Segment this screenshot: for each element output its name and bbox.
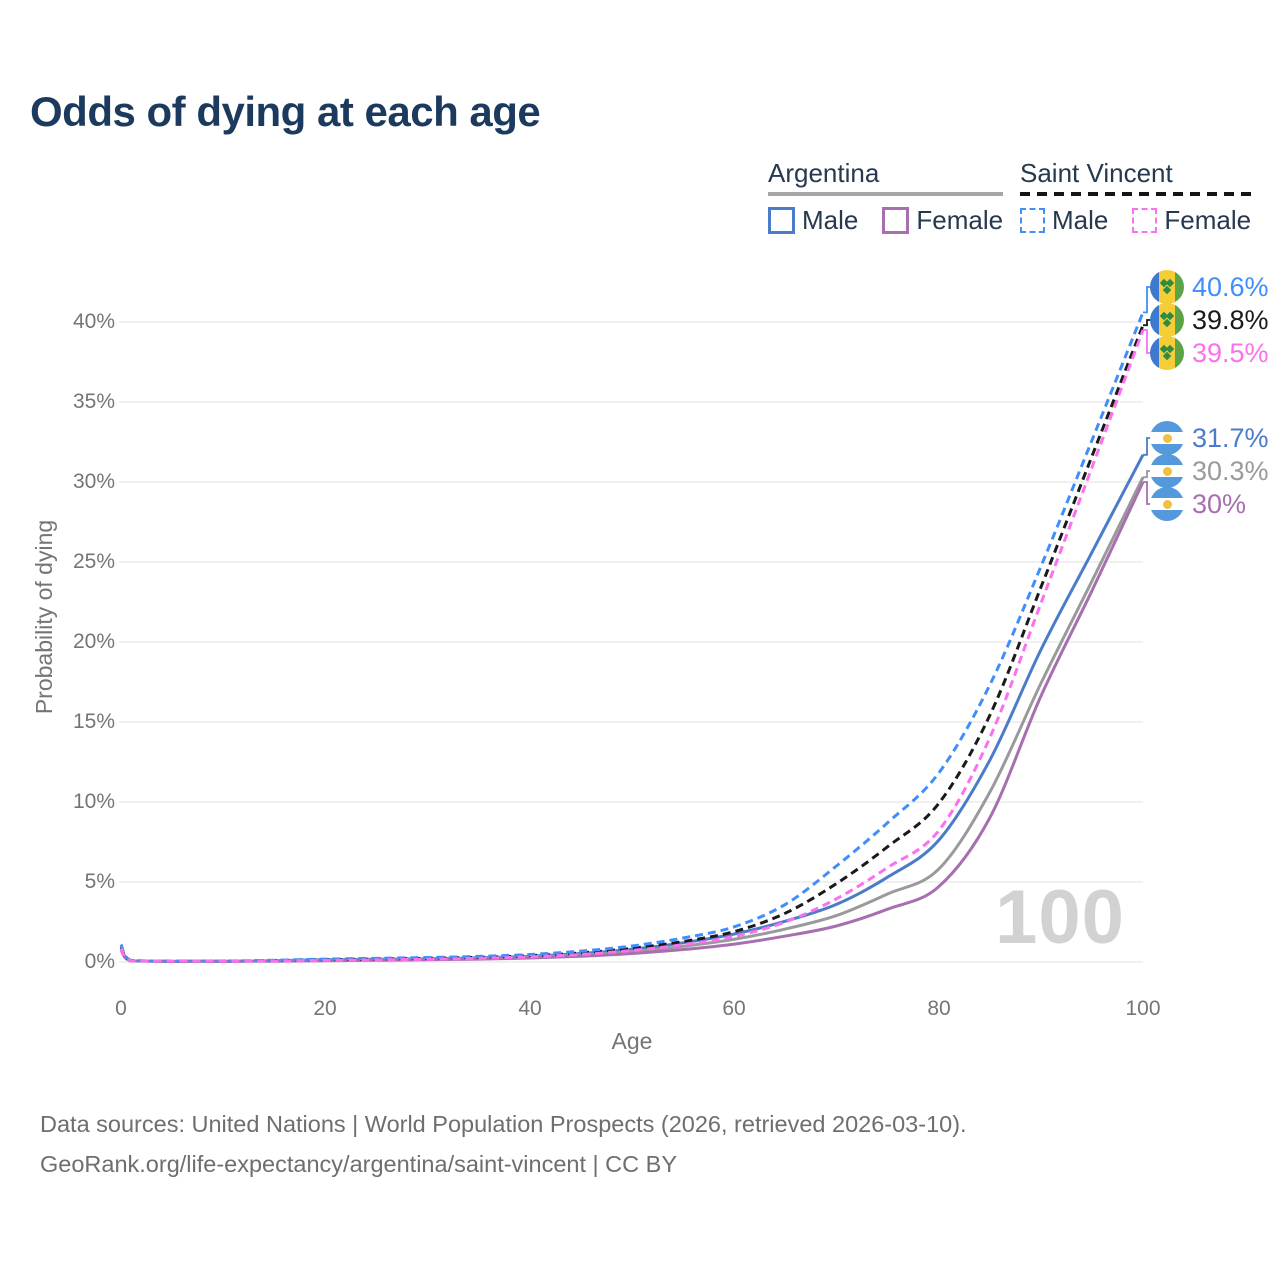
- saint-vincent-flag-icon: [1150, 336, 1184, 370]
- end-label-saint-vincent-female: 39.5%: [1150, 336, 1269, 370]
- flag-stripe: [1150, 444, 1184, 455]
- y-tick-label: 25%: [72, 550, 115, 573]
- argentina-female-swatch-icon: [882, 207, 910, 234]
- footer-data-sources: Data sources: United Nations | World Pop…: [40, 1111, 967, 1137]
- end-value: 30.3%: [1192, 455, 1269, 486]
- legend-group-saint-vincent: Saint Vincent Male Female: [1020, 158, 1252, 236]
- flag-stripe: [1150, 487, 1184, 498]
- y-tick-label: 35%: [72, 390, 115, 413]
- x-tick-label: 60: [722, 997, 746, 1020]
- flag-stripe: [1150, 303, 1159, 337]
- flag-sun: [1162, 466, 1172, 476]
- y-tick-label: 40%: [72, 310, 115, 333]
- x-axis-title: Age: [611, 1028, 653, 1054]
- end-value: 39.5%: [1192, 337, 1269, 368]
- end-value: 39.8%: [1192, 304, 1269, 335]
- y-tick-label: 15%: [72, 710, 115, 733]
- legend-item-argentina-female[interactable]: Female: [882, 205, 1003, 236]
- end-value: 30%: [1192, 488, 1247, 519]
- saint-vincent-flag-icon: [1150, 270, 1184, 304]
- flag-stripe: [1150, 421, 1184, 432]
- flag-sun: [1162, 499, 1172, 509]
- chart-title: Odds of dying at each age: [30, 88, 541, 135]
- series-line-saint-vincent-female: [119, 329, 1145, 963]
- legend-item-label: Female: [1164, 205, 1252, 235]
- legend-item-argentina-male[interactable]: Male: [768, 205, 858, 236]
- end-label-argentina-male: 31.7%: [1150, 421, 1269, 455]
- flag-stripe: [1175, 303, 1184, 337]
- legend-underline-solid: [768, 192, 1004, 196]
- flag-stripe: [1150, 510, 1184, 521]
- legend-item-label: Male: [802, 205, 859, 235]
- end-label-argentina-both: 30.3%: [1150, 454, 1269, 488]
- footer: Data sources: United Nations | World Pop…: [40, 1104, 967, 1184]
- argentina-flag-icon: [1150, 454, 1184, 488]
- legend-item-saint-vincent-female[interactable]: Female: [1132, 205, 1251, 236]
- argentina-flag-icon: [1150, 421, 1184, 455]
- x-tick-label: 20: [313, 997, 337, 1020]
- argentina-male-swatch-icon: [768, 207, 795, 234]
- legend-underline-dashed: [1020, 192, 1252, 196]
- y-tick-label: 20%: [72, 630, 115, 653]
- legend-item-label: Female: [916, 205, 1004, 235]
- end-label-saint-vincent-both: 39.8%: [1150, 303, 1269, 337]
- flag-stripe: [1150, 336, 1159, 370]
- saint-vincent-female-swatch-icon: [1132, 208, 1158, 233]
- flag-stripe: [1150, 477, 1184, 488]
- y-tick-label: 10%: [72, 790, 115, 813]
- end-value: 31.7%: [1192, 422, 1269, 453]
- legend-item-saint-vincent-male[interactable]: Male: [1020, 205, 1108, 236]
- end-label-saint-vincent-male: 40.6%: [1150, 270, 1269, 304]
- flag-stripe: [1150, 270, 1159, 304]
- legend-title-argentina: Argentina: [768, 158, 880, 188]
- end-label-argentina-female: 30%: [1150, 487, 1246, 521]
- argentina-flag-icon: [1150, 487, 1184, 521]
- legend-item-label: Male: [1052, 205, 1109, 235]
- x-tick-label: 0: [115, 997, 127, 1020]
- y-axis-title: Probability of dying: [31, 519, 57, 715]
- flag-stripe: [1175, 336, 1184, 370]
- saint-vincent-male-swatch-icon: [1020, 208, 1045, 233]
- y-tick-label: 5%: [84, 870, 115, 893]
- age-watermark: 100: [995, 875, 1125, 960]
- x-tick-label: 80: [927, 997, 951, 1020]
- series-line-saint-vincent-male: [119, 311, 1145, 963]
- flag-stripe: [1150, 454, 1184, 465]
- legend-group-argentina: Argentina Male Female: [768, 158, 1004, 236]
- y-tick-label: 30%: [72, 470, 115, 493]
- end-value: 40.6%: [1192, 271, 1269, 302]
- footer-attribution: GeoRank.org/life-expectancy/argentina/sa…: [40, 1151, 678, 1177]
- legend-title-saint-vincent: Saint Vincent: [1020, 158, 1173, 188]
- flag-stripe: [1175, 270, 1184, 304]
- flag-sun: [1162, 433, 1172, 443]
- y-tick-label: 0%: [84, 950, 115, 973]
- x-tick-label: 40: [518, 997, 542, 1020]
- x-tick-label: 100: [1125, 997, 1161, 1020]
- series-line-saint-vincent-both: [119, 324, 1145, 963]
- saint-vincent-flag-icon: [1150, 303, 1184, 337]
